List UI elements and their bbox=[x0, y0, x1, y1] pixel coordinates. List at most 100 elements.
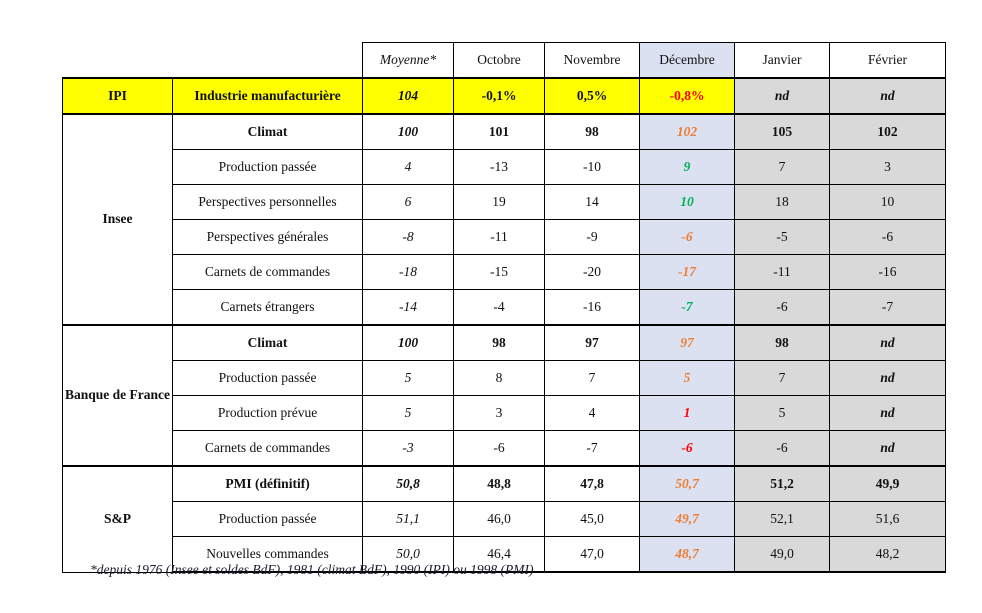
header-row: Moyenne* Octobre Novembre Décembre Janvier Fé… bbox=[62, 42, 947, 79]
row-label: Carnets de commandes bbox=[172, 430, 364, 467]
value-cell: -6 bbox=[734, 430, 831, 467]
value-cell: 10 bbox=[829, 184, 947, 220]
value-cell: nd bbox=[829, 77, 947, 115]
value-cell-decembre: 50,7 bbox=[639, 465, 736, 502]
table-row: Insee Climat 100 101 98 102 105 102 bbox=[61, 113, 947, 326]
value-cell: 48,8 bbox=[453, 465, 546, 502]
value-cell-decembre: -7 bbox=[639, 289, 736, 326]
value-cell: 49,0 bbox=[734, 536, 831, 573]
value-cell: 102 bbox=[829, 113, 947, 150]
value-cell-decembre: -6 bbox=[639, 430, 736, 467]
value-cell: 7 bbox=[734, 149, 831, 185]
value-cell: -20 bbox=[544, 254, 641, 290]
value-cell: -6 bbox=[453, 430, 546, 467]
group-label: IPI bbox=[61, 77, 174, 115]
value-cell: 98 bbox=[453, 324, 546, 361]
value-cell: 46,0 bbox=[453, 501, 546, 537]
value-cell: -15 bbox=[453, 254, 546, 290]
table-row: Carnets étrangers -14 -4 -16 -7 -6 -7 bbox=[63, 289, 947, 326]
value-cell-moyenne: 4 bbox=[362, 149, 455, 185]
value-cell: -5 bbox=[734, 219, 831, 255]
table-row: Perspectives générales -8 -11 -9 -6 -5 -6 bbox=[63, 219, 947, 255]
table-row: Production passée 51,1 46,0 45,0 49,7 52,1 51,… bbox=[63, 501, 947, 537]
value-cell: 3 bbox=[453, 395, 546, 431]
value-cell-moyenne: -8 bbox=[362, 219, 455, 255]
value-cell: -11 bbox=[734, 254, 831, 290]
value-cell: 19 bbox=[453, 184, 546, 220]
value-cell: 52,1 bbox=[734, 501, 831, 537]
table-row: IPI Industrie manufacturière 104 -0,1% 0,5% -… bbox=[61, 77, 947, 115]
value-cell: 46,4 bbox=[453, 536, 546, 573]
table-row: Perspectives personnelles 6 19 14 10 18 10 bbox=[63, 184, 947, 220]
table-row: Carnets de commandes -18 -15 -20 -17 -11 -16 bbox=[63, 254, 947, 290]
value-cell-moyenne: 51,1 bbox=[362, 501, 455, 537]
value-cell: 97 bbox=[544, 324, 641, 361]
value-cell: 18 bbox=[734, 184, 831, 220]
value-cell-moyenne: 5 bbox=[362, 395, 455, 431]
value-cell: -0,1% bbox=[453, 77, 546, 115]
value-cell-decembre: 102 bbox=[639, 113, 736, 150]
value-cell-moyenne: 6 bbox=[362, 184, 455, 220]
value-cell-decembre: 1 bbox=[639, 395, 736, 431]
value-cell: -6 bbox=[734, 289, 831, 326]
column-header: Décembre bbox=[639, 42, 736, 79]
table-footnote: *depuis 1976 (Insee et soldes BdF), 1981… bbox=[90, 562, 534, 577]
value-cell-decembre: 10 bbox=[639, 184, 736, 220]
value-cell: 101 bbox=[453, 113, 546, 150]
group-label: S&P bbox=[61, 465, 174, 573]
column-header: Octobre bbox=[453, 42, 546, 79]
row-label: Climat bbox=[172, 113, 364, 150]
value-cell: -10 bbox=[544, 149, 641, 185]
value-cell: 105 bbox=[734, 113, 831, 150]
value-cell: 48,2 bbox=[829, 536, 947, 573]
row-label: Industrie manufacturière bbox=[172, 77, 364, 115]
value-cell-decembre: 9 bbox=[639, 149, 736, 185]
value-cell-decembre: 97 bbox=[639, 324, 736, 361]
value-cell-decembre: 48,7 bbox=[639, 536, 736, 573]
header-empty-corner bbox=[62, 42, 363, 78]
indicators-table: Moyenne* Octobre Novembre Décembre Janvier Fé… bbox=[61, 42, 947, 573]
row-label: Perspectives personnelles bbox=[172, 184, 364, 220]
value-cell: -11 bbox=[453, 219, 546, 255]
table-row: Nouvelles commandes 50,0 46,4 47,0 48,7 49,0 4… bbox=[63, 536, 947, 573]
value-cell: 8 bbox=[453, 360, 546, 396]
value-cell-decembre: 5 bbox=[639, 360, 736, 396]
value-cell: nd bbox=[734, 77, 831, 115]
value-cell: 51,6 bbox=[829, 501, 947, 537]
value-cell: nd bbox=[829, 324, 947, 361]
value-cell: -9 bbox=[544, 219, 641, 255]
row-label: Climat bbox=[172, 324, 364, 361]
value-cell-moyenne: 100 bbox=[362, 324, 455, 361]
column-header: Février bbox=[829, 42, 947, 79]
value-cell: 49,9 bbox=[829, 465, 947, 502]
value-cell-moyenne: -3 bbox=[362, 430, 455, 467]
value-cell: nd bbox=[829, 430, 947, 467]
row-label: Nouvelles commandes bbox=[172, 536, 364, 573]
group-label: Insee bbox=[61, 113, 174, 326]
value-cell: 3 bbox=[829, 149, 947, 185]
row-label: Production passée bbox=[172, 360, 364, 396]
column-header: Janvier bbox=[734, 42, 831, 79]
value-cell: -6 bbox=[829, 219, 947, 255]
value-cell: 7 bbox=[734, 360, 831, 396]
value-cell: 45,0 bbox=[544, 501, 641, 537]
value-cell: -13 bbox=[453, 149, 546, 185]
value-cell: 4 bbox=[544, 395, 641, 431]
row-label: PMI (définitif) bbox=[172, 465, 364, 502]
row-label: Perspectives générales bbox=[172, 219, 364, 255]
value-cell-decembre: -17 bbox=[639, 254, 736, 290]
value-cell: -16 bbox=[544, 289, 641, 326]
value-cell-decembre: -6 bbox=[639, 219, 736, 255]
value-cell-decembre: 49,7 bbox=[639, 501, 736, 537]
value-cell: -16 bbox=[829, 254, 947, 290]
value-cell: -7 bbox=[829, 289, 947, 326]
row-label: Carnets de commandes bbox=[172, 254, 364, 290]
value-cell: 51,2 bbox=[734, 465, 831, 502]
value-cell: nd bbox=[829, 360, 947, 396]
value-cell: nd bbox=[829, 395, 947, 431]
row-label: Production passée bbox=[172, 149, 364, 185]
value-cell: 47,8 bbox=[544, 465, 641, 502]
indicators-table-wrapper: Moyenne* Octobre Novembre Décembre Janvier Fé… bbox=[61, 42, 947, 573]
